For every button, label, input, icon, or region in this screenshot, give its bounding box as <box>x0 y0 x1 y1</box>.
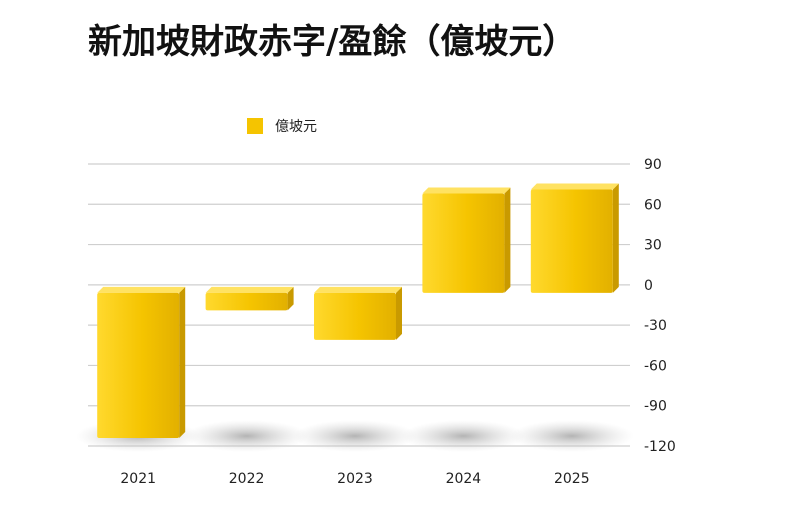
y-tick-label: 30 <box>644 238 662 254</box>
x-tick-label: 2024 <box>446 471 482 487</box>
bar-top <box>422 187 511 194</box>
bar-side <box>287 286 294 311</box>
y-tick-label: 60 <box>644 197 662 213</box>
y-tick-label: -60 <box>644 358 667 374</box>
legend-label: 億坡元 <box>275 119 317 135</box>
bar-side <box>612 183 619 293</box>
y-tick-label: 0 <box>644 278 653 294</box>
bar-top <box>530 183 619 190</box>
legend-swatch <box>247 118 263 134</box>
bar-top <box>97 286 186 293</box>
y-tick-label: -90 <box>644 399 667 415</box>
bar[interactable] <box>205 292 288 311</box>
bar[interactable] <box>422 193 505 293</box>
bar[interactable] <box>97 292 180 438</box>
x-tick-label: 2025 <box>554 471 590 487</box>
bar-shadow <box>401 420 526 452</box>
bar-shadow <box>293 420 417 452</box>
bar-top <box>314 286 402 293</box>
x-tick-label: 2023 <box>337 471 373 487</box>
x-tick-label: 2021 <box>120 471 156 487</box>
chart-title: 新加坡財政赤字/盈餘（億坡元） <box>88 22 577 62</box>
bar-side <box>504 187 511 293</box>
bar-side <box>396 286 402 340</box>
y-tick-label: -30 <box>644 318 667 334</box>
bar-side <box>179 286 186 438</box>
bar-shadow <box>509 420 634 452</box>
y-tick-label: -120 <box>644 439 676 455</box>
bar-shadow <box>184 420 309 452</box>
bar[interactable] <box>314 292 396 340</box>
y-tick-label: 90 <box>644 157 662 173</box>
x-tick-label: 2022 <box>229 471 265 487</box>
bar[interactable] <box>530 189 613 293</box>
bar-top <box>205 286 294 293</box>
